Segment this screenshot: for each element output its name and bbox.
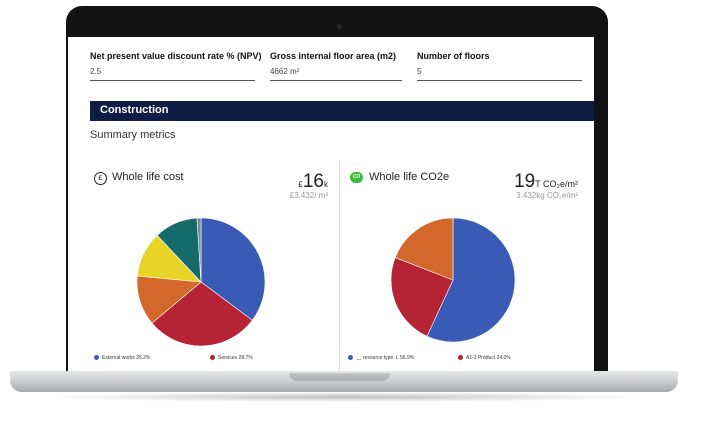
legend-label: External works 35.2% [102,355,151,361]
co2e-value: 19 [514,171,536,192]
cost-legend-item-1: External works 35.2% [94,355,150,361]
legend-swatch [210,355,215,361]
pie-slice[interactable] [426,217,516,343]
cost-unit: k [324,180,328,189]
number-of-floors-input[interactable]: 5 [417,67,582,81]
co2e-per-area: 3.432kg CO₂e/m² [516,191,578,200]
whole-life-cost-title: Whole life cost [112,171,184,183]
floor-area-input[interactable]: 4662 m² [270,67,402,81]
whole-life-co2e-title: Whole life CO2e [369,171,450,183]
pie-slice[interactable] [151,281,253,347]
floor-area-label: Gross internal floor area (m2) [270,51,397,61]
npv-discount-rate-field[interactable]: Net present value discount rate % (NPV) … [90,51,262,81]
floor-area-field[interactable]: Gross internal floor area (m2) 4662 m² [270,51,402,81]
legend-swatch [94,355,99,361]
laptop-shadow [40,392,650,402]
laptop-base [10,371,678,392]
pound-icon: £ [94,172,107,185]
legend-label: __ resource type: L 56.9% [356,355,415,361]
legend-label: A1-3 Product 24.0% [466,355,511,361]
app-screen: Net present value discount rate % (NPV) … [68,37,594,371]
co2e-legend-item-1: __ resource type: L 56.9% [348,355,414,361]
cost-per-area: £3.432/ m² [289,191,328,200]
whole-life-co2e-metric: 19T CO₂e/m² 3.432kg CO₂e/m² [514,171,578,200]
laptop-notch [289,373,390,381]
co2-icon: CO [350,172,363,183]
summary-metrics-title: Summary metrics [90,129,176,141]
card-divider [339,161,340,371]
webcam-icon [337,24,342,29]
whole-life-cost-metric: £16k £3.432/ m² [290,171,328,200]
number-of-floors-field[interactable]: Number of floors 5 [417,51,582,81]
npv-discount-rate-label: Net present value discount rate % (NPV) [90,51,262,61]
construction-section-header[interactable]: Construction [90,101,594,121]
whole-life-cost-pie-chart [136,217,266,347]
legend-swatch [458,355,463,361]
legend-label: Services 28.7% [218,355,253,361]
whole-life-co2e-pie-chart [390,217,516,343]
cost-currency: £ [298,180,303,189]
pie-slice[interactable] [200,217,266,321]
section-title: Construction [100,104,169,116]
npv-discount-rate-input[interactable]: 2.5 [90,67,255,81]
co2e-legend-item-2: A1-3 Product 24.0% [458,355,511,361]
pie-slice[interactable] [394,217,454,281]
co2e-unit: T CO₂e/m² [535,179,578,189]
pie-slice[interactable] [196,217,202,283]
cost-legend-item-2: Services 28.7% [210,355,253,361]
number-of-floors-label: Number of floors [417,51,490,61]
cost-value: 16 [302,171,324,192]
legend-swatch [348,355,353,361]
pie-slice[interactable] [390,257,454,337]
